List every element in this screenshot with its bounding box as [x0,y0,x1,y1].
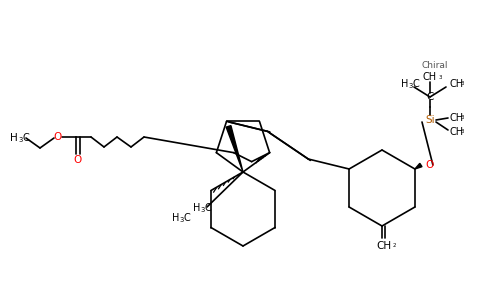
Text: $_3$C: $_3$C [200,201,213,215]
Text: Si: Si [425,115,435,125]
Text: O: O [74,155,82,165]
Text: $_3$: $_3$ [438,73,443,82]
Text: CH: CH [423,72,437,82]
Text: $_3$: $_3$ [460,113,465,122]
Text: CH: CH [450,113,464,123]
Polygon shape [415,163,422,169]
Text: CH: CH [450,79,464,89]
Text: H: H [172,213,179,223]
Text: H: H [401,79,408,89]
Text: O: O [425,160,433,170]
Text: $_3$C: $_3$C [179,211,192,225]
Text: H: H [193,203,200,213]
Text: $_2$: $_2$ [392,242,397,250]
Text: CH: CH [450,127,464,137]
Text: $_3$C: $_3$C [408,77,421,91]
Text: O: O [53,132,61,142]
Text: CH: CH [377,241,392,251]
Text: Chiral: Chiral [422,61,448,70]
Text: C: C [426,92,434,102]
Text: H: H [10,133,18,143]
Text: $_3$C: $_3$C [18,131,31,145]
Polygon shape [226,126,243,172]
Text: $_3$: $_3$ [460,128,465,136]
Text: $_3$: $_3$ [460,80,465,88]
